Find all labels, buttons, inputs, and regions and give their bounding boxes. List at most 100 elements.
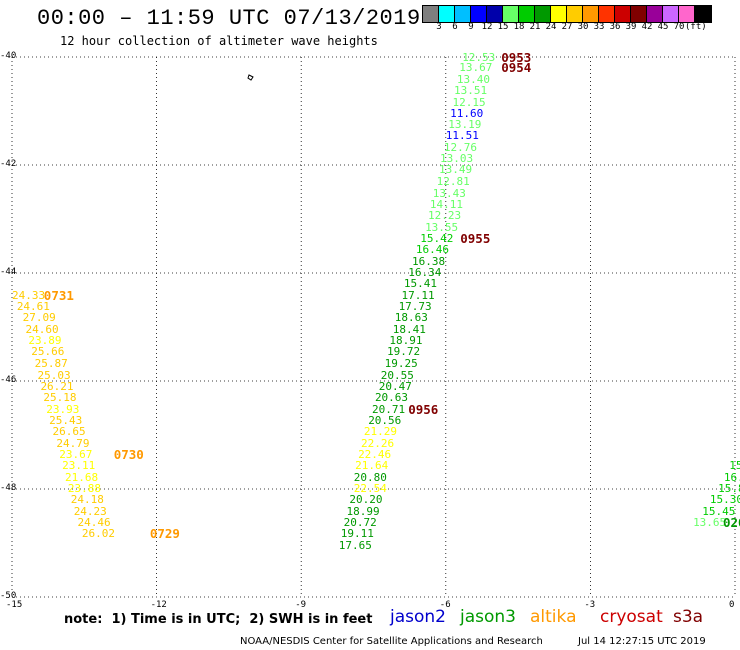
- wave-height-point: 21.68: [65, 470, 99, 484]
- wave-height-point: 13.49: [439, 163, 473, 177]
- color-swatch: [599, 6, 615, 22]
- wave-height-point: 23.93: [46, 402, 80, 416]
- color-swatch: [647, 6, 663, 22]
- wave-height-point: 21.29: [363, 425, 397, 439]
- color-scale-label: 36: [609, 22, 621, 32]
- color-scale-label: 39: [625, 22, 637, 32]
- satellite-label-cryosat: cryosat: [600, 607, 663, 627]
- color-scale-label: 30: [577, 22, 589, 32]
- wave-height-point: 25.87: [34, 356, 68, 370]
- wave-height-point: 20.71: [372, 402, 406, 416]
- wave-height-point: 24.46: [77, 515, 111, 529]
- color-swatch: [631, 6, 647, 22]
- color-scale-label: 42: [641, 22, 653, 32]
- wave-height-point: 16.34: [408, 265, 442, 279]
- footnote: note: 1) Time is in UTC; 2) SWH is in fe…: [64, 612, 373, 627]
- wave-height-point: 23.67: [59, 447, 93, 461]
- y-tick-label: -48: [0, 483, 17, 493]
- pass-time-label: 0954: [501, 60, 532, 76]
- wave-height-point: 16.38: [412, 254, 446, 268]
- wave-height-point: 26.02: [81, 527, 115, 541]
- wave-height-point: 26.65: [52, 425, 86, 439]
- wave-height-point: 12.23: [427, 209, 462, 223]
- x-tick-label: 0: [729, 600, 735, 610]
- wave-height-point: 13.65: [693, 515, 727, 529]
- wave-height-point: 22.26: [360, 436, 395, 450]
- wave-height-point: 25.43: [49, 413, 83, 427]
- wave-height-point: 20.72: [343, 515, 377, 529]
- y-tick-label: -44: [0, 267, 17, 277]
- wave-height-point: 18.99: [346, 504, 380, 518]
- color-scale-label: 70: [673, 22, 685, 32]
- wave-height-point: 17.11: [401, 288, 435, 302]
- wave-height-point: 18.63: [394, 311, 428, 325]
- color-scale-label: 15: [497, 22, 509, 32]
- wave-height-point: 19.25: [384, 356, 418, 370]
- wave-height-point: 12.53: [462, 51, 496, 64]
- wave-height-point: 17.65: [338, 538, 372, 552]
- color-swatch: [551, 6, 567, 22]
- wave-height-point: 24.61: [16, 299, 50, 313]
- generated-timestamp: Jul 14 12:27:15 UTC 2019: [578, 636, 706, 647]
- pass-time-label: 0730: [113, 446, 144, 462]
- color-swatch: [679, 6, 695, 22]
- color-scale-label: 45: [657, 22, 669, 32]
- pass-time-label: 0729: [149, 526, 180, 542]
- color-scale-label: 18: [513, 22, 525, 32]
- wave-height-point: 14.11: [429, 197, 464, 211]
- wave-height-point: 25.66: [31, 345, 65, 359]
- y-tick-label: -50: [0, 591, 17, 601]
- pass-time-label: 0731: [43, 287, 74, 303]
- color-swatch: [567, 6, 583, 22]
- wave-height-point: 12.15: [452, 96, 486, 110]
- pass-time-label: 0953: [501, 50, 532, 65]
- wave-height-point: 23.88: [67, 481, 102, 495]
- pass-time-label: 0955: [460, 230, 491, 246]
- color-scale-label: 12: [481, 22, 493, 32]
- color-swatch: [695, 6, 711, 22]
- pass-time-label: 0956: [408, 401, 439, 417]
- plot-area: 12.53 13.67 13.40 13.51 12.15 11.60 13.19 11.51…: [12, 51, 740, 597]
- color-swatch: [439, 6, 455, 22]
- wave-height-point: 15.87: [718, 481, 740, 495]
- color-scale-bar: [422, 5, 712, 23]
- x-tick-label: -3: [584, 600, 596, 610]
- x-tick-label: -9: [295, 600, 307, 610]
- wave-height-point: 24.79: [56, 436, 90, 450]
- wave-height-point: 13.51: [453, 84, 488, 98]
- wave-height-point: 12.76: [443, 140, 477, 154]
- wave-height-point: 15: [729, 459, 740, 473]
- color-swatch: [615, 6, 631, 22]
- wave-height-point: 13.55: [425, 220, 459, 234]
- wave-height-point: 13.67: [459, 61, 493, 75]
- satellite-label-jason2: jason2: [390, 607, 446, 627]
- wave-height-point: 13.43: [432, 186, 466, 200]
- color-swatch: [519, 6, 535, 22]
- wave-height-point: 24.33: [12, 288, 46, 302]
- wave-height-point: 18.41: [392, 322, 426, 336]
- wave-height-point: 20.63: [374, 391, 409, 405]
- wave-height-point: 15.30: [709, 493, 740, 507]
- color-scale-label: (ft): [685, 22, 707, 32]
- wave-height-point: 25.03: [37, 368, 71, 382]
- color-swatch: [455, 6, 471, 22]
- wave-height-point: 20.80: [353, 470, 387, 484]
- color-scale-label: 33: [593, 22, 605, 32]
- wave-height-point: 22.54: [353, 481, 387, 495]
- wave-height-point: 15.45: [702, 504, 736, 518]
- y-tick-label: -40: [0, 51, 17, 61]
- wave-height-point: 15.42: [420, 231, 454, 245]
- x-tick-label: -15: [6, 600, 23, 610]
- page-title: 00:00 – 11:59 UTC 07/13/2019: [37, 6, 421, 31]
- color-swatch: [583, 6, 599, 22]
- color-scale-label: 3: [436, 22, 442, 32]
- wave-height-point: 11.51: [445, 129, 479, 143]
- page-subtitle: 12 hour collection of altimeter wave hei…: [60, 34, 378, 48]
- wave-height-point: 26.21: [40, 379, 74, 393]
- color-scale-label: 9: [468, 22, 474, 32]
- org-credit: NOAA/NESDIS Center for Satellite Applica…: [240, 636, 543, 647]
- y-tick-label: -46: [0, 375, 17, 385]
- wave-height-point: 13.03: [440, 151, 474, 165]
- y-tick-label: -42: [0, 159, 17, 169]
